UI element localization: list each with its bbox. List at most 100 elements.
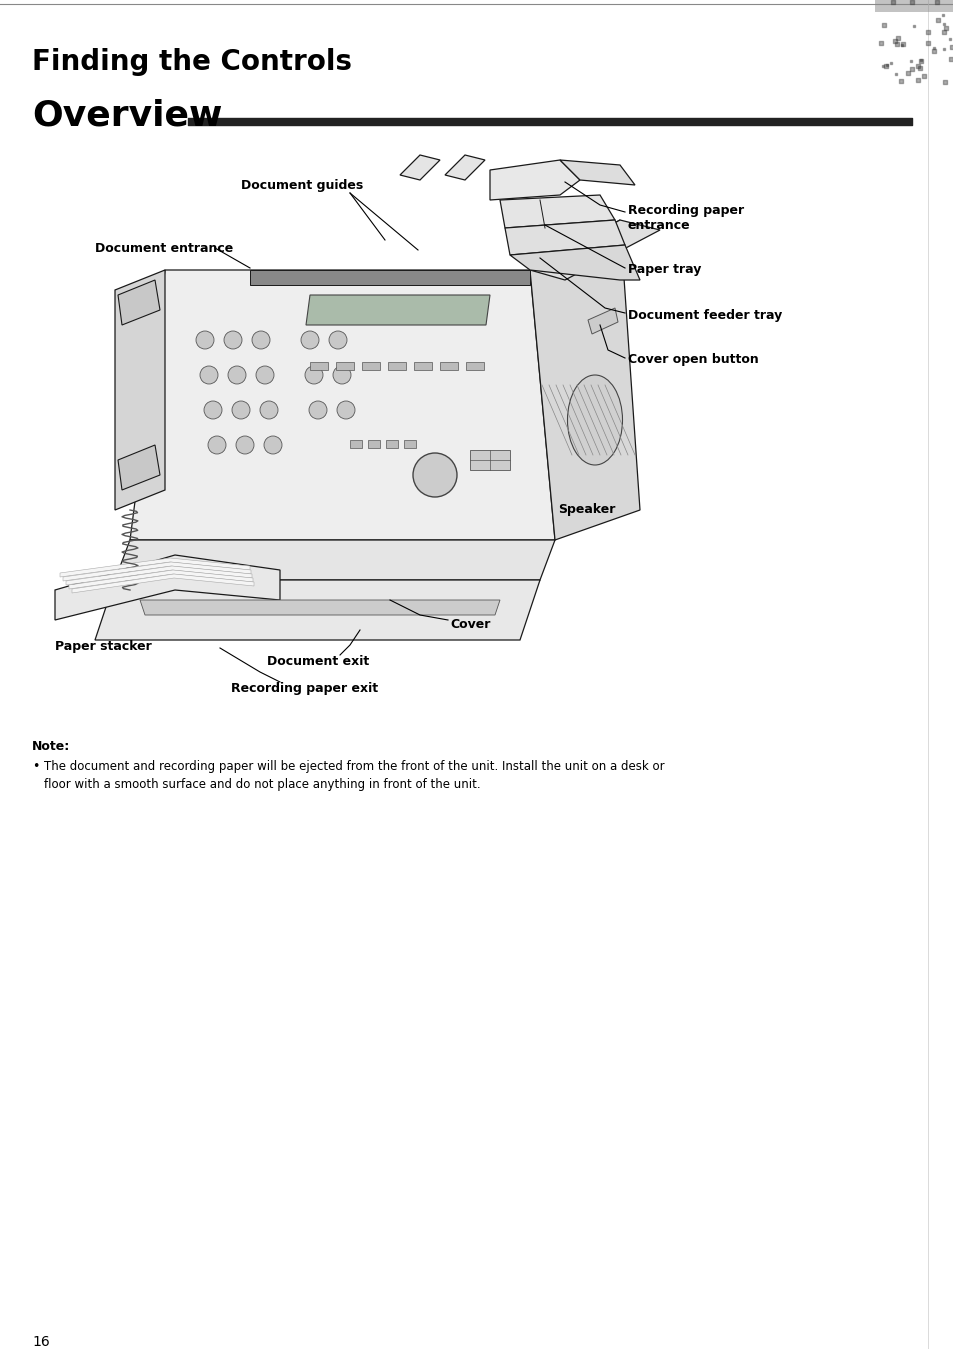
- Point: [935, 20, 950, 42]
- Bar: [403, 440, 416, 448]
- Polygon shape: [55, 554, 280, 621]
- Point: [928, 0, 943, 12]
- Circle shape: [208, 436, 226, 455]
- Point: [925, 36, 941, 58]
- Point: [877, 55, 892, 77]
- Point: [894, 34, 909, 55]
- Text: Finding the Controls: Finding the Controls: [32, 49, 352, 76]
- Point: [912, 50, 927, 71]
- Polygon shape: [399, 155, 439, 179]
- Text: The document and recording paper will be ejected from the front of the unit. Ins: The document and recording paper will be…: [44, 759, 664, 773]
- Polygon shape: [490, 161, 579, 200]
- Polygon shape: [306, 295, 490, 325]
- Point: [872, 32, 887, 54]
- Point: [902, 58, 918, 80]
- Polygon shape: [250, 270, 530, 285]
- Text: •: •: [32, 759, 39, 773]
- Text: Document guides: Document guides: [240, 179, 363, 192]
- Polygon shape: [874, 0, 953, 12]
- Circle shape: [264, 436, 282, 455]
- Polygon shape: [66, 567, 252, 585]
- Point: [884, 0, 900, 12]
- Circle shape: [333, 366, 351, 384]
- Point: [874, 55, 889, 77]
- Polygon shape: [130, 270, 555, 540]
- Circle shape: [235, 436, 253, 455]
- Text: Overview: Overview: [32, 98, 222, 132]
- Point: [902, 50, 918, 71]
- Text: Cover: Cover: [450, 618, 490, 630]
- Point: [909, 55, 924, 77]
- Polygon shape: [510, 246, 639, 281]
- Point: [888, 34, 903, 55]
- Circle shape: [252, 331, 270, 349]
- Polygon shape: [118, 281, 160, 325]
- Point: [890, 27, 905, 49]
- Point: [936, 71, 951, 93]
- Text: 16: 16: [32, 1336, 50, 1349]
- Point: [893, 70, 908, 92]
- Bar: [386, 440, 397, 448]
- Point: [875, 13, 890, 35]
- Polygon shape: [499, 196, 615, 228]
- Text: Document feeder tray: Document feeder tray: [627, 309, 781, 321]
- Polygon shape: [530, 220, 639, 540]
- Text: Speaker: Speaker: [558, 503, 615, 517]
- Text: Note:: Note:: [32, 741, 71, 753]
- Polygon shape: [63, 563, 251, 581]
- Bar: [368, 440, 379, 448]
- Bar: [414, 362, 432, 370]
- Polygon shape: [115, 540, 555, 580]
- Point: [935, 13, 950, 35]
- Bar: [350, 440, 361, 448]
- Polygon shape: [587, 308, 618, 335]
- Point: [929, 9, 944, 31]
- Point: [882, 53, 898, 74]
- Bar: [388, 362, 406, 370]
- Point: [893, 34, 908, 55]
- Ellipse shape: [567, 375, 622, 465]
- Bar: [310, 362, 328, 370]
- Point: [925, 40, 941, 62]
- Text: Document entrance: Document entrance: [95, 241, 233, 255]
- Point: [943, 35, 953, 57]
- Polygon shape: [69, 571, 253, 590]
- Circle shape: [224, 331, 242, 349]
- Point: [900, 62, 915, 84]
- Point: [936, 39, 951, 61]
- Text: Cover open button: Cover open button: [627, 353, 758, 367]
- Point: [943, 49, 953, 70]
- Polygon shape: [71, 575, 253, 594]
- Polygon shape: [140, 600, 499, 615]
- Circle shape: [329, 331, 347, 349]
- Point: [888, 63, 903, 85]
- Point: [887, 30, 902, 51]
- Bar: [465, 362, 483, 370]
- Text: Paper tray: Paper tray: [627, 263, 700, 277]
- Polygon shape: [95, 580, 539, 639]
- Text: Recording paper
entrance: Recording paper entrance: [627, 204, 743, 232]
- Polygon shape: [60, 558, 250, 577]
- Point: [915, 66, 930, 88]
- Text: Paper stacker: Paper stacker: [55, 639, 152, 653]
- Point: [938, 18, 953, 39]
- Text: Document exit: Document exit: [267, 656, 369, 668]
- Circle shape: [204, 401, 222, 420]
- Circle shape: [232, 401, 250, 420]
- Polygon shape: [444, 155, 484, 179]
- Bar: [439, 362, 457, 370]
- Point: [910, 70, 925, 92]
- Polygon shape: [559, 161, 635, 185]
- Polygon shape: [470, 451, 510, 469]
- Circle shape: [255, 366, 274, 384]
- Polygon shape: [115, 270, 165, 510]
- Circle shape: [195, 331, 213, 349]
- Circle shape: [336, 401, 355, 420]
- Point: [912, 57, 927, 78]
- Circle shape: [413, 453, 456, 496]
- Polygon shape: [530, 220, 659, 281]
- Circle shape: [260, 401, 277, 420]
- Circle shape: [309, 401, 327, 420]
- Polygon shape: [504, 220, 624, 255]
- Text: floor with a smooth surface and do not place anything in front of the unit.: floor with a smooth surface and do not p…: [44, 778, 480, 791]
